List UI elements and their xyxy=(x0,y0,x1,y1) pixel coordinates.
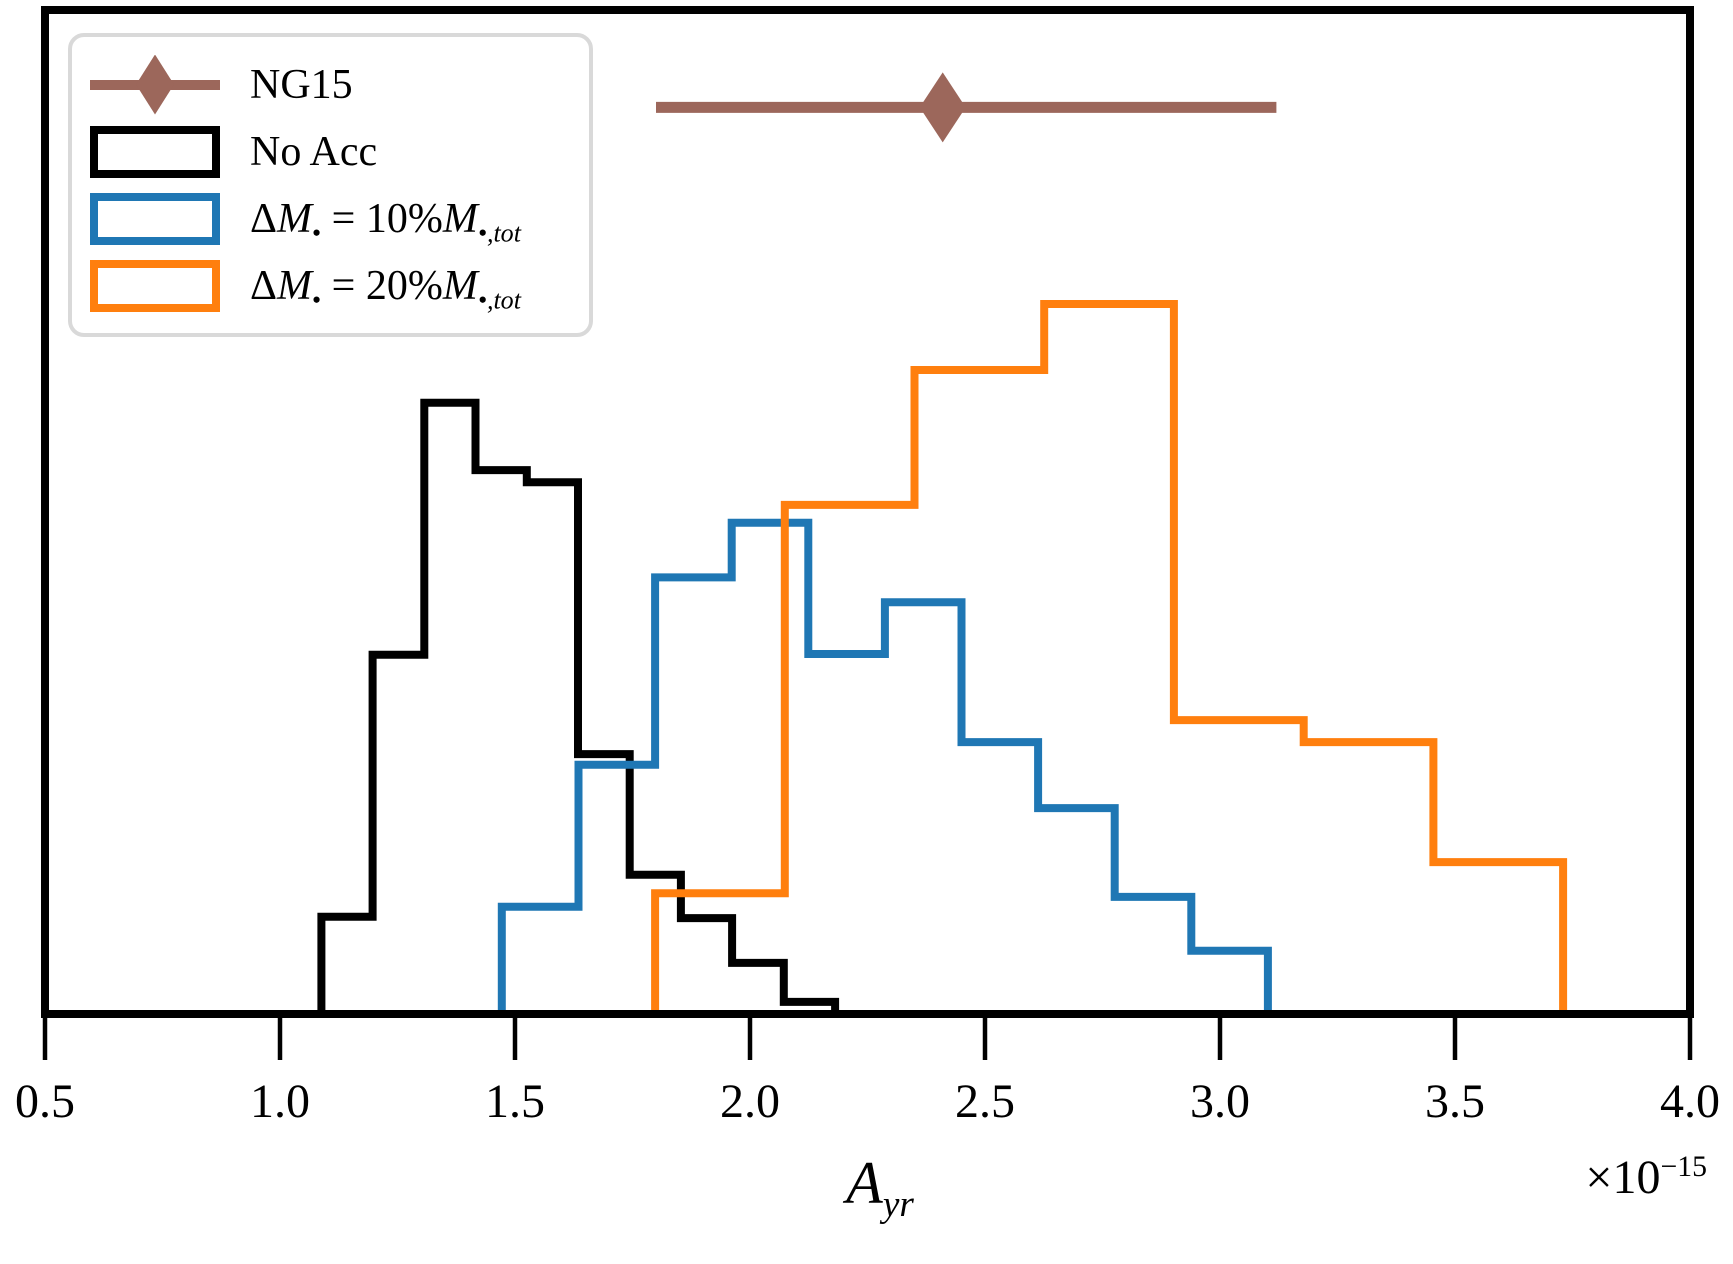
legend-item-label: NG15 xyxy=(250,61,353,108)
legend-item-no-acc: No Acc xyxy=(90,120,571,184)
step-outline-icon xyxy=(90,192,220,245)
histogram-swatch-icon xyxy=(90,189,220,249)
x-tick-label: 4.0 xyxy=(1660,1075,1720,1128)
legend-item-label: ΔM• = 10%M•,tot xyxy=(250,195,521,247)
step-outline-icon xyxy=(90,125,220,178)
ng15-diamond-marker xyxy=(919,72,966,143)
legend-item-10pct: ΔM• = 10%M•,tot xyxy=(90,187,571,251)
x-tick-label: 1.0 xyxy=(250,1075,310,1128)
legend-item-ng15: NG15 xyxy=(90,53,571,117)
x-tick-label: 0.5 xyxy=(15,1075,75,1128)
histogram-20pct xyxy=(651,300,1568,1014)
legend-item-label: ΔM• = 20%M•,tot xyxy=(250,262,521,314)
x-tick-label: 1.5 xyxy=(485,1075,545,1128)
x-tick-label: 2.0 xyxy=(720,1075,780,1128)
step-outline-icon xyxy=(90,259,220,312)
histogram-swatch-icon xyxy=(90,122,220,182)
axes-border xyxy=(41,6,1694,1018)
histogram-10pct xyxy=(497,518,1272,1014)
x-tick-label: 3.0 xyxy=(1190,1075,1250,1128)
legend-item-label: No Acc xyxy=(250,128,378,175)
errorbar-swatch-icon xyxy=(90,54,220,115)
legend-item-20pct: ΔM• = 20%M•,tot xyxy=(90,254,571,318)
x-axis-label: Ayr xyxy=(846,1150,914,1225)
x-axis-offset-label: ×10−15 xyxy=(1585,1150,1707,1204)
diamond-marker-icon xyxy=(136,54,174,115)
x-tick-label: 2.5 xyxy=(955,1075,1015,1128)
x-tick-label: 3.5 xyxy=(1425,1075,1485,1128)
legend: NG15 No Acc ΔM• = 10%M•,tot ΔM• = 20%M•,tot xyxy=(68,33,593,337)
histogram-swatch-icon xyxy=(90,256,220,316)
histogram-no-acc xyxy=(317,398,840,1014)
